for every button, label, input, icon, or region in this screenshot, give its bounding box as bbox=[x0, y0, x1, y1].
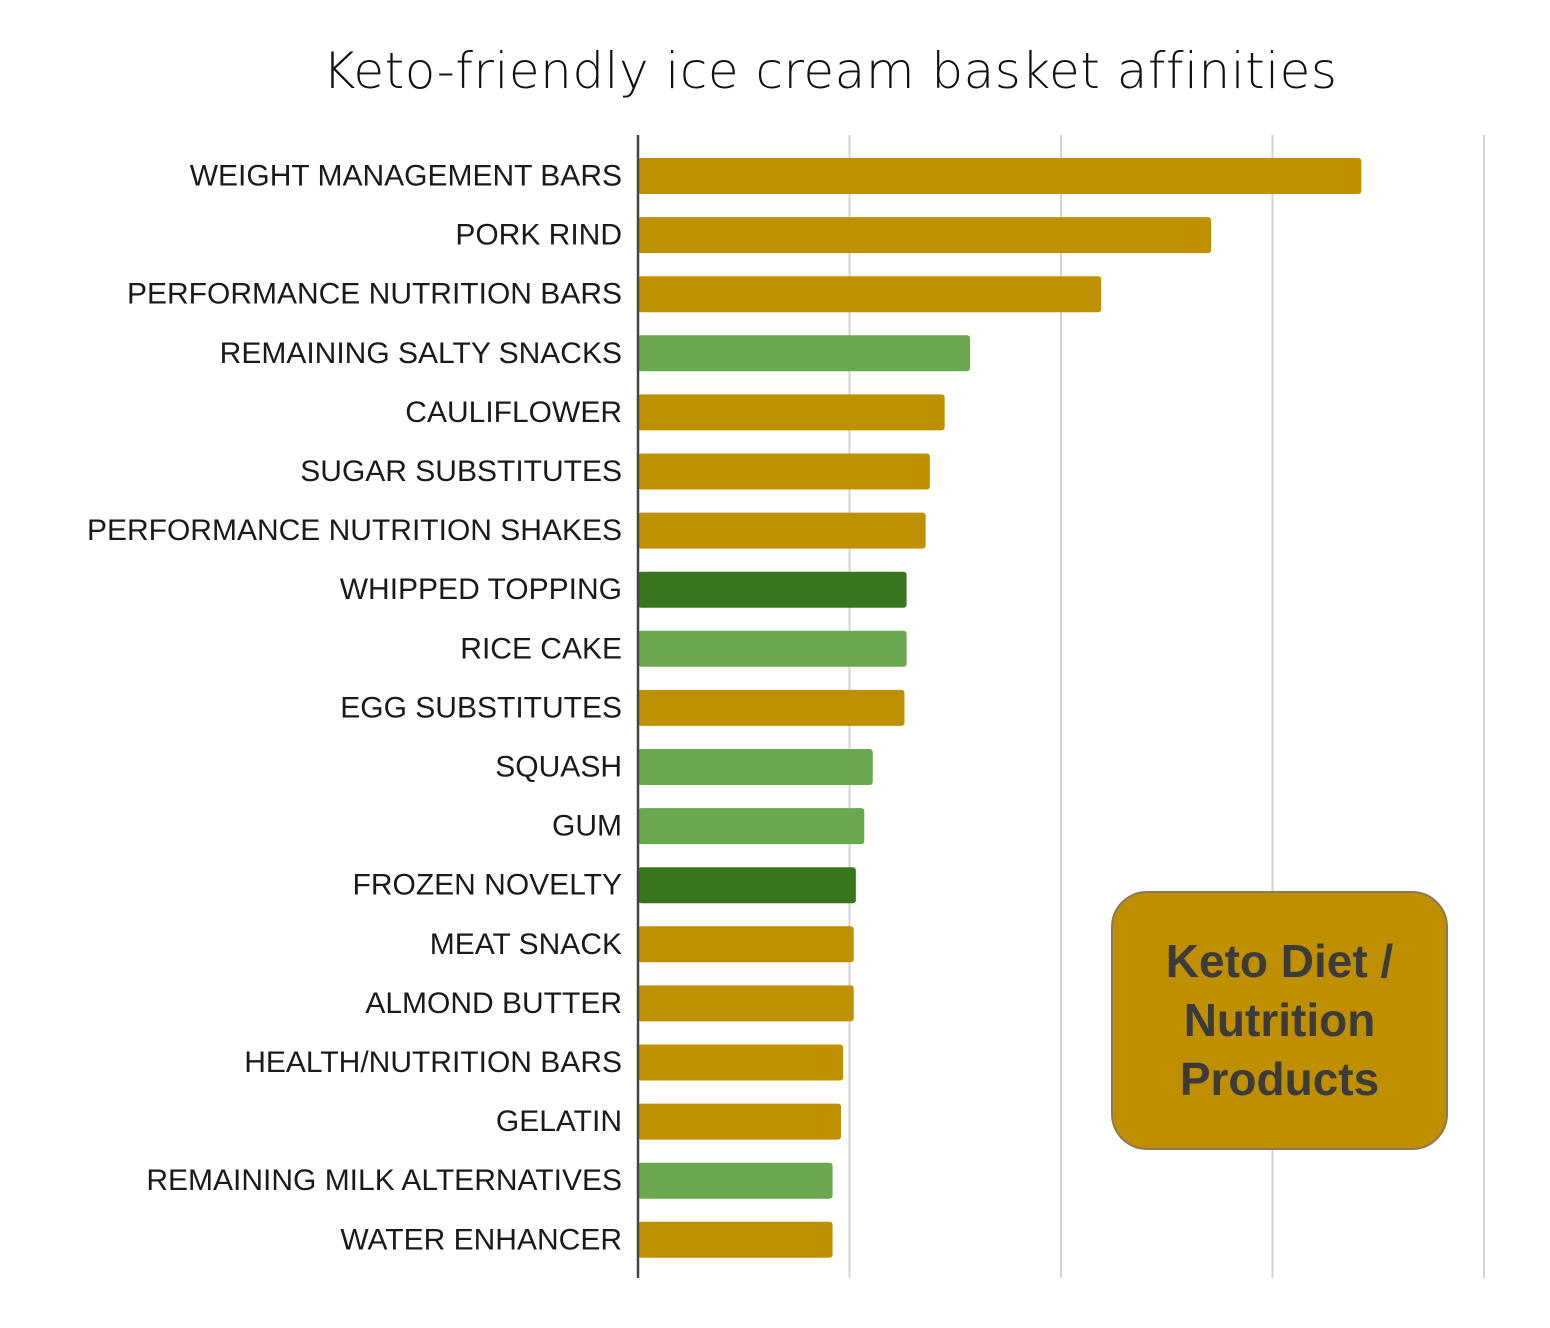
bar-remaining-milk-alternatives bbox=[638, 1162, 833, 1199]
category-label: SQUASH bbox=[495, 751, 622, 784]
category-label: MEAT SNACK bbox=[430, 928, 622, 961]
category-label: WEIGHT MANAGEMENT BARS bbox=[190, 160, 622, 193]
bar-rice-cake bbox=[638, 630, 907, 667]
bar-gum bbox=[638, 808, 865, 845]
legend-label: Keto Diet / Nutrition Products bbox=[1165, 935, 1394, 1105]
category-label: CAULIFLOWER bbox=[405, 396, 622, 429]
category-label: SUGAR SUBSTITUTES bbox=[300, 455, 622, 488]
bar-water-enhancer bbox=[638, 1221, 833, 1258]
category-label: FROZEN NOVELTY bbox=[353, 869, 622, 902]
category-label: RICE CAKE bbox=[460, 632, 622, 665]
bar-performance-nutrition-bars bbox=[638, 276, 1102, 313]
bar-frozen-novelty bbox=[638, 867, 856, 904]
bar-cauliflower bbox=[638, 394, 945, 431]
bar-pork-rind bbox=[638, 217, 1212, 254]
chart-title: Keto-friendly ice cream basket affinitie… bbox=[322, 42, 1338, 100]
bar-meat-snack bbox=[638, 926, 854, 963]
legend-box: Keto Diet / Nutrition Products bbox=[1111, 891, 1448, 1150]
bar-squash bbox=[638, 749, 873, 785]
bar-health-nutrition-bars bbox=[638, 1044, 844, 1081]
bar-gelatin bbox=[638, 1103, 842, 1140]
bar-remaining-salty-snacks bbox=[638, 335, 971, 372]
category-label: EGG SUBSTITUTES bbox=[340, 691, 622, 724]
category-label: REMAINING SALTY SNACKS bbox=[220, 337, 622, 370]
category-label: PERFORMANCE NUTRITION SHAKES bbox=[87, 514, 622, 547]
bars bbox=[638, 158, 1362, 1258]
category-label: REMAINING MILK ALTERNATIVES bbox=[146, 1164, 622, 1197]
category-label: PORK RIND bbox=[455, 219, 622, 252]
bar-almond-butter bbox=[638, 985, 854, 1022]
category-label: WATER ENHANCER bbox=[340, 1223, 622, 1256]
bar-whipped-topping bbox=[638, 571, 907, 608]
category-label: WHIPPED TOPPING bbox=[340, 573, 622, 606]
category-label: ALMOND BUTTER bbox=[365, 987, 622, 1020]
bar-weight-management-bars bbox=[638, 158, 1362, 194]
category-label: HEALTH/NUTRITION BARS bbox=[244, 1046, 622, 1079]
bar-egg-substitutes bbox=[638, 689, 905, 726]
category-label: GELATIN bbox=[496, 1105, 622, 1138]
bar-sugar-substitutes bbox=[638, 453, 930, 490]
category-labels: WEIGHT MANAGEMENT BARS PORK RIND PERFORMAN… bbox=[87, 160, 622, 1257]
category-label: GUM bbox=[552, 810, 622, 843]
category-label: PERFORMANCE NUTRITION BARS bbox=[127, 278, 622, 311]
bar-performance-nutrition-shakes bbox=[638, 512, 926, 549]
